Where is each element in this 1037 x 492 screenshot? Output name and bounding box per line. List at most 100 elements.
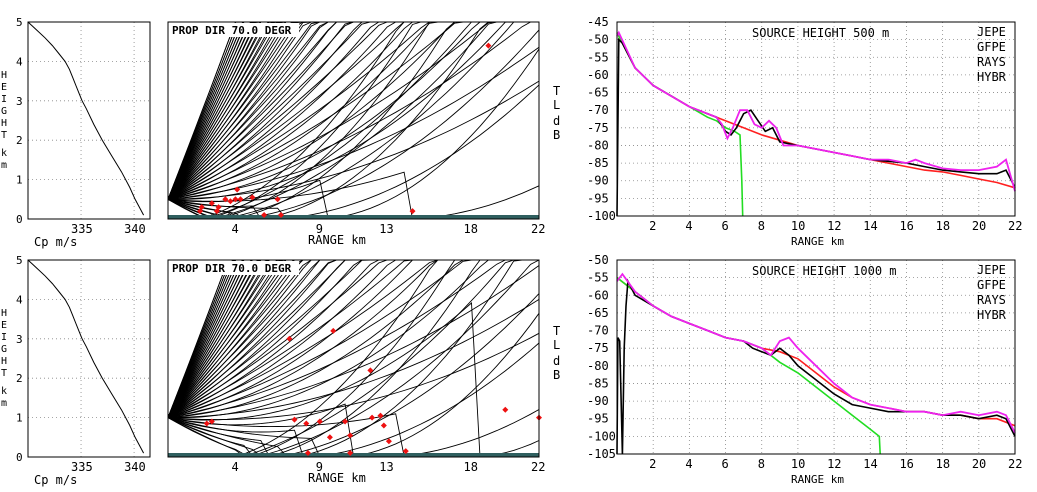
y-axis-label-letter: k [1, 148, 7, 159]
ray-path [167, 171, 540, 220]
profile-line [27, 259, 145, 454]
y-tick-label: -45 [587, 15, 609, 29]
ray-path [167, 21, 497, 200]
ray-path [167, 259, 472, 419]
x-tick-label: 14 [863, 457, 877, 471]
y-tick-label: -80 [587, 138, 609, 152]
legend-jepe: JEPE [977, 25, 1006, 39]
ray-fan [167, 21, 540, 220]
y-axis-label-letter: m [1, 398, 7, 409]
x-tick-label: 12 [827, 457, 841, 471]
ray-path [167, 332, 540, 421]
x-tick-label: 4 [231, 222, 238, 236]
tl-side-letter: B [553, 368, 560, 382]
x-tick-label: 335 [71, 460, 93, 474]
x-tick-label: 13 [379, 460, 393, 474]
y-axis-label-letter: G [1, 344, 7, 355]
caustic-marker [208, 418, 215, 425]
series-gfpe [616, 276, 1016, 427]
caustic-marker [234, 186, 241, 193]
ray-path [167, 21, 337, 200]
ray-path [167, 259, 371, 418]
y-tick-label: -75 [587, 341, 609, 355]
x-tick-label: 335 [71, 222, 93, 236]
caustic-marker [208, 200, 215, 207]
caustic-marker [286, 335, 293, 342]
title-bg [169, 261, 299, 275]
caustic-marker [304, 450, 311, 457]
rays-frame [167, 21, 540, 220]
series-rays [616, 276, 881, 455]
y-tick-label: 2 [16, 134, 23, 147]
ray-path [167, 29, 540, 220]
x-tick-label: 4 [685, 219, 692, 233]
x-tick-label: 20 [972, 457, 986, 471]
x-tick-label: 4 [685, 457, 692, 471]
ray-path [167, 259, 413, 419]
ray-path [167, 259, 321, 418]
y-axis-label-letter: H [1, 356, 7, 367]
ray-path [167, 21, 531, 200]
caustic-marker [198, 204, 205, 211]
ray-path [167, 265, 540, 419]
y-tick-label: -80 [587, 359, 609, 373]
tl-side-letter: L [553, 338, 560, 352]
ground-strip [168, 453, 539, 457]
y-axis-label-letter: I [1, 94, 7, 105]
y-tick-label: -85 [587, 376, 609, 390]
ray-path [167, 21, 430, 200]
y-axis-label-letter: H [1, 308, 7, 319]
y-axis-label-letter: I [1, 332, 7, 343]
ray-path [167, 21, 354, 200]
x-tick-label: 22 [531, 460, 545, 474]
ray-path [167, 80, 540, 200]
caustic-marker [326, 434, 333, 441]
y-tick-label: 3 [16, 333, 23, 346]
ray-path [167, 259, 262, 418]
x-tick-label: 8 [758, 219, 765, 233]
y-tick-label: -90 [587, 394, 609, 408]
tl-frame [616, 259, 1016, 455]
x-tick-label: 10 [791, 219, 805, 233]
ray-path [167, 21, 464, 200]
ray-path [167, 259, 337, 418]
ray-path [167, 259, 396, 419]
series-hybr [616, 30, 1016, 192]
ray-path [167, 259, 489, 419]
ray-path [167, 259, 388, 418]
ray-path [167, 21, 303, 200]
x-tick-label: 18 [464, 460, 478, 474]
ray-path [167, 409, 540, 457]
y-axis-label-letter: T [1, 130, 7, 141]
ray-path [167, 259, 354, 418]
x-tick-label: 14 [863, 219, 877, 233]
panel-title: PROP DIR 70.0 DEGR [172, 262, 292, 275]
caustic-marker [342, 418, 349, 425]
y-tick-label: -105 [587, 447, 616, 461]
ray-path [167, 21, 320, 200]
y-tick-label: -55 [587, 271, 609, 285]
x-axis-label: RANGE km [308, 471, 366, 485]
tl-side-letter: T [553, 324, 560, 338]
ray-path [167, 21, 371, 200]
ray-path [167, 259, 278, 418]
ray-path [167, 84, 540, 220]
x-tick-label: 8 [758, 457, 765, 471]
x-tick-label: 22 [1008, 219, 1022, 233]
y-tick-label: -60 [587, 288, 609, 302]
x-axis-label: Cp m/s [34, 473, 77, 487]
y-axis-label-letter: T [1, 368, 7, 379]
tl-side-letter: L [553, 98, 560, 112]
y-tick-label: -65 [587, 86, 609, 100]
x-tick-label: 6 [722, 457, 729, 471]
x-tick-label: 16 [899, 219, 913, 233]
caustic-marker [347, 432, 354, 439]
y-tick-label: 4 [16, 293, 23, 306]
legend-gfpe: GFPE [977, 40, 1006, 54]
panel-title: PROP DIR 70.0 DEGR [172, 24, 292, 37]
caustic-marker [385, 438, 392, 445]
caustic-marker [485, 42, 492, 49]
y-axis-label-letter: E [1, 82, 7, 93]
y-tick-label: -95 [587, 191, 609, 205]
y-tick-label: -60 [587, 68, 609, 82]
